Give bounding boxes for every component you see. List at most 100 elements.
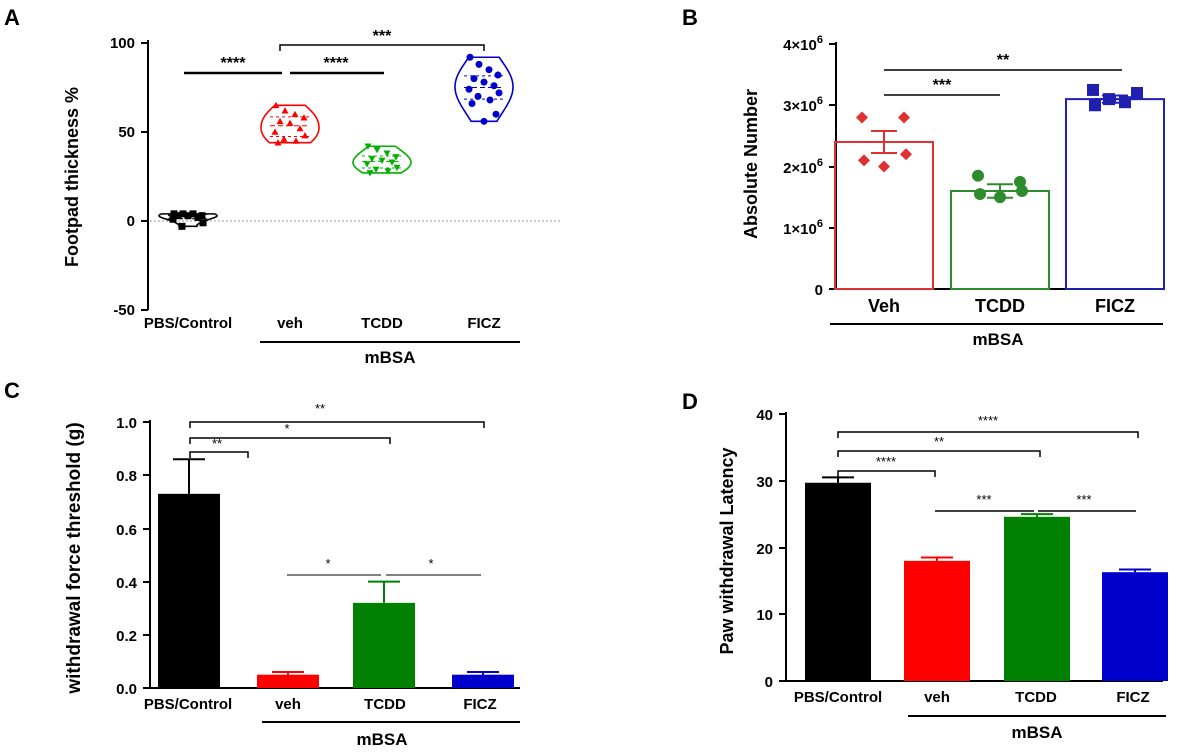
panel-a-sig-label: **** <box>221 55 247 72</box>
data-point <box>178 222 186 230</box>
data-point <box>1103 93 1115 106</box>
data-point <box>898 111 910 124</box>
data-point <box>486 96 494 104</box>
data-point <box>184 212 192 220</box>
data-point <box>465 85 473 93</box>
panel-b: B Absolute Number 4×106 3×106 2×106 1×10… <box>682 5 1165 349</box>
panel-c-y-axis-label: withdrawal force threshold (g) <box>64 422 85 694</box>
panel-b-category-label: TCDD <box>975 296 1025 316</box>
data-point <box>179 210 187 218</box>
panel-d-category-label: FICZ <box>1116 689 1149 706</box>
panel-c: C withdrawal force threshold (g) 1.0 0.8… <box>4 378 520 749</box>
panel-c-sig-bracket <box>189 451 249 458</box>
data-point <box>170 210 178 218</box>
panel-a-y-tick-label: 50 <box>118 124 135 141</box>
data-point <box>363 161 371 168</box>
panel-b-category-labels: Veh TCDD FICZ <box>868 296 1135 316</box>
data-point <box>858 154 870 167</box>
bar <box>353 602 415 688</box>
panel-c-y-tick-label: 0.2 <box>116 628 137 645</box>
panel-b-group-label: mBSA <box>972 330 1023 349</box>
panel-a-y-ticks: 100 50 0 -50 <box>110 35 148 319</box>
panel-d-y-tick-label: 30 <box>756 474 773 491</box>
data-point <box>291 110 299 117</box>
data-point <box>495 89 503 97</box>
panel-b-points <box>856 83 1143 204</box>
panel-d-sig-bracket <box>837 470 936 477</box>
panel-c-sig-label: * <box>428 556 433 571</box>
panel-a-sig-label: *** <box>373 28 392 45</box>
panel-c-y-tick-label: 0.0 <box>116 681 137 698</box>
panel-c-group-label: mBSA <box>356 730 407 749</box>
data-point <box>384 168 392 175</box>
panel-c-sig-label: * <box>284 421 289 436</box>
panel-letter-a: A <box>4 5 20 30</box>
panel-a-points <box>169 53 503 230</box>
data-point <box>366 170 374 177</box>
panel-b-y-axis-label: Absolute Number <box>741 89 761 239</box>
panel-d-sig-bracket <box>837 450 1041 457</box>
panel-d-sig-bracket <box>837 431 1139 438</box>
panel-c-significance: ** * ** * * <box>189 401 485 576</box>
data-point <box>474 92 482 100</box>
panel-a-category-labels: PBS/Control veh TCDD FICZ <box>144 315 501 332</box>
panel-d-sig-label: **** <box>876 454 896 469</box>
panel-c-sig-label: * <box>325 556 330 571</box>
panel-c-y-tick-label: 1.0 <box>116 415 137 432</box>
bar <box>1065 98 1165 290</box>
panel-b-y-tick-exponent: 6 <box>817 218 823 230</box>
data-point <box>485 66 493 74</box>
data-point <box>198 212 206 220</box>
panel-d-category-label: TCDD <box>1015 689 1057 706</box>
panel-a: A Footpad thickness % 100 50 0 -50 PBS/C… <box>4 5 560 367</box>
data-point <box>199 219 207 227</box>
panel-a-y-axis-label: Footpad thickness % <box>62 87 82 267</box>
panel-b-y-tick-label: 2×106 <box>783 157 823 177</box>
panel-b-y-tick-exponent: 6 <box>817 34 823 46</box>
bar <box>257 674 319 688</box>
panel-d-sig-label: *** <box>976 492 991 507</box>
data-point <box>372 166 380 173</box>
data-point <box>174 212 182 220</box>
panel-b-category-label: FICZ <box>1095 296 1135 316</box>
data-point <box>364 143 372 150</box>
panel-d-sig-label: *** <box>1076 492 1091 507</box>
data-point <box>271 128 279 135</box>
data-point <box>296 124 304 132</box>
panel-d-y-ticks: 40 30 20 10 0 <box>756 407 786 691</box>
data-point <box>1089 99 1101 112</box>
data-point <box>900 148 912 161</box>
panel-d-y-tick-label: 0 <box>765 674 773 691</box>
panel-a-category-label: TCDD <box>361 315 403 332</box>
panel-b-y-tick-label: 1×106 <box>783 218 823 238</box>
panel-d-y-tick-label: 10 <box>756 607 773 624</box>
data-point <box>301 132 309 139</box>
data-point <box>286 119 294 126</box>
data-point <box>280 135 288 142</box>
panel-b-category-label: Veh <box>868 296 900 316</box>
panel-c-sig-label: ** <box>212 436 222 451</box>
bar <box>1102 572 1168 681</box>
panel-c-category-label: PBS/Control <box>144 696 232 713</box>
panel-a-category-label: PBS/Control <box>144 315 232 332</box>
panel-b-y-ticks: 4×106 3×106 2×106 1×106 0 <box>783 34 836 299</box>
data-point <box>392 154 400 161</box>
panel-c-category-label: veh <box>275 696 301 713</box>
panel-d-category-label: PBS/Control <box>794 689 882 706</box>
panel-b-y-tick-mantissa: 1×10 <box>783 221 817 238</box>
panel-c-sig-label: ** <box>315 401 325 416</box>
data-point <box>276 117 284 125</box>
panel-c-y-tick-label: 0.6 <box>116 522 137 539</box>
panel-c-bars <box>158 458 514 688</box>
panel-b-y-tick-mantissa: 4×10 <box>783 37 817 54</box>
data-point <box>274 139 282 146</box>
data-point <box>994 191 1006 204</box>
panel-b-y-tick-mantissa: 2×10 <box>783 160 817 177</box>
panel-d: D Paw withdrawal Latency 40 30 20 10 0 P… <box>682 389 1168 742</box>
panel-b-sig-label: *** <box>933 77 952 94</box>
data-point <box>475 60 483 68</box>
panel-b-y-tick-exponent: 6 <box>817 157 823 169</box>
panel-b-y-tick-label: 4×106 <box>783 34 823 54</box>
data-point <box>300 114 308 121</box>
